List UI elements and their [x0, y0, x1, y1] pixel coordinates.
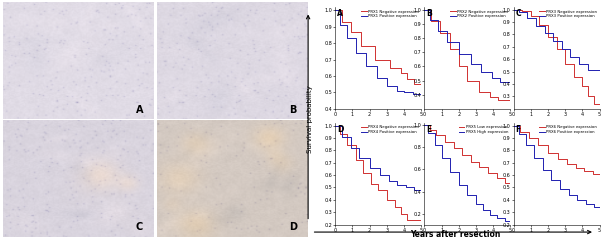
Text: C: C: [515, 9, 521, 18]
Legend: PRX1 Negative expression, PRX1 Positive expression: PRX1 Negative expression, PRX1 Positive …: [360, 9, 419, 18]
Text: C: C: [136, 222, 143, 232]
Text: E: E: [426, 125, 431, 134]
Legend: PRX6 Negative expression, PRX6 Positive expression: PRX6 Negative expression, PRX6 Positive …: [539, 125, 598, 134]
Text: B: B: [290, 105, 297, 115]
Text: B: B: [426, 9, 432, 18]
Text: Survival probability: Survival probability: [307, 86, 313, 153]
Text: Years after resection: Years after resection: [410, 230, 500, 239]
Text: D: D: [337, 125, 343, 134]
Legend: PRX2 Negative expression, PRX2 Positive expression: PRX2 Negative expression, PRX2 Positive …: [450, 9, 509, 18]
Legend: PRX5 Low expression, PRX5 High expression: PRX5 Low expression, PRX5 High expressio…: [458, 125, 509, 134]
Legend: PRX3 Negative expression, PRX3 Positive expression: PRX3 Negative expression, PRX3 Positive …: [539, 9, 598, 18]
Text: F: F: [515, 125, 520, 134]
Text: A: A: [337, 9, 343, 18]
Text: A: A: [136, 105, 143, 115]
Text: D: D: [289, 222, 297, 232]
Legend: PRX4 Negative expression, PRX4 Positive expression: PRX4 Negative expression, PRX4 Positive …: [360, 125, 419, 134]
